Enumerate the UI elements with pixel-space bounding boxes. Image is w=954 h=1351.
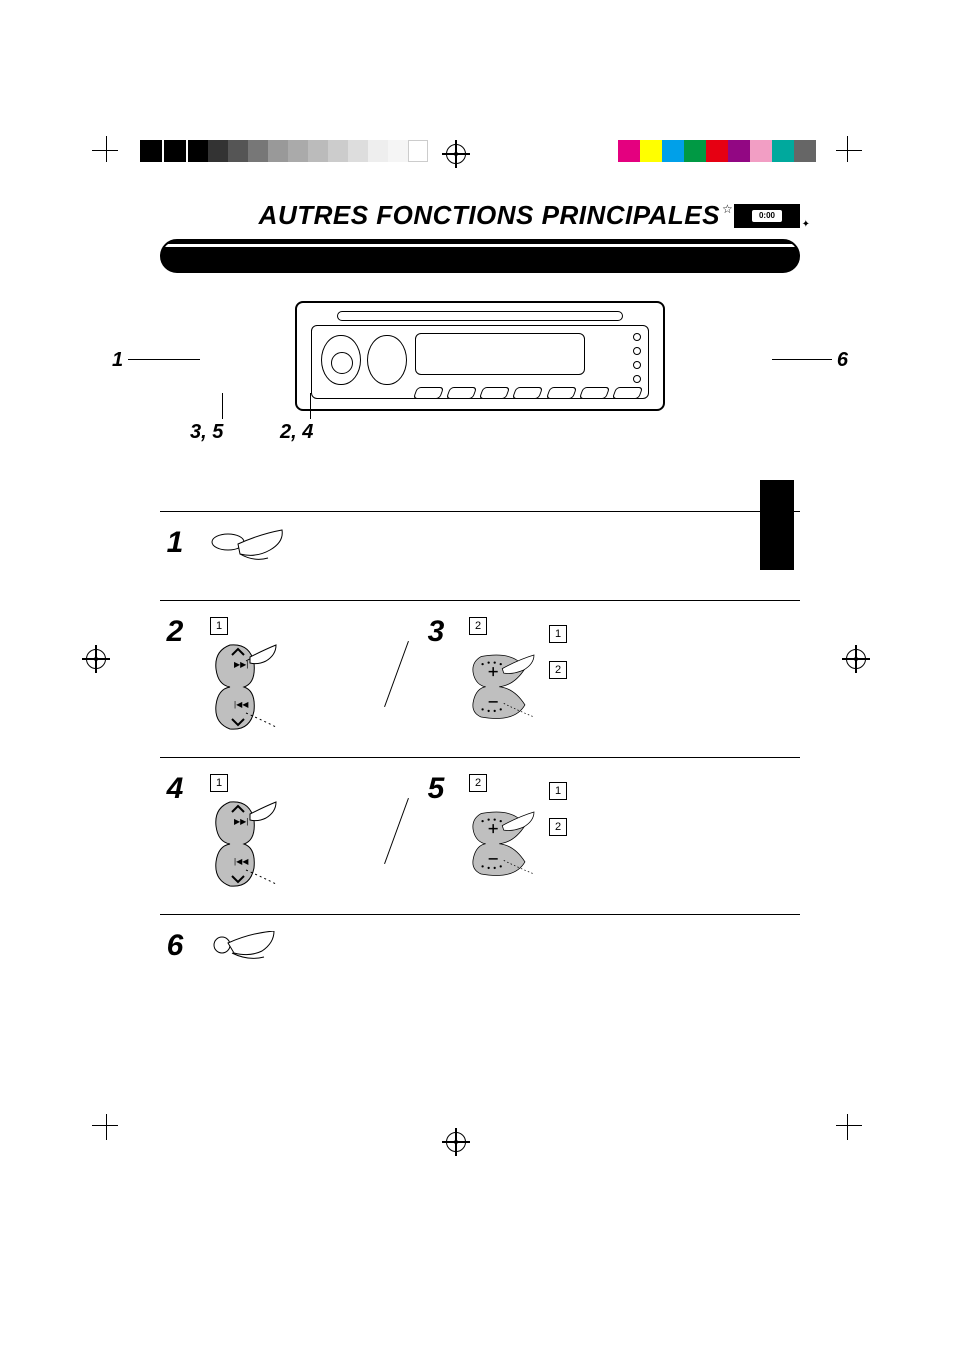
clock-icon: 0:00 <box>734 204 800 228</box>
sublabel-box: 2 <box>469 617 487 635</box>
callout-3-5: 3, 5 <box>190 421 223 444</box>
crop-mark <box>832 1110 862 1140</box>
step-number: 6 <box>160 931 190 961</box>
step-number: 1 <box>160 528 190 558</box>
svg-text:|◀◀: |◀◀ <box>234 857 249 866</box>
callout-1: 1 <box>112 349 123 372</box>
crop-mark <box>92 1110 122 1140</box>
rocker-plus-minus-icon <box>469 641 537 731</box>
svg-text:▶▶|: ▶▶| <box>234 817 248 826</box>
registration-target-bottom <box>442 1128 470 1156</box>
registration-target-right <box>842 645 870 673</box>
step-4-5: 4 1 ▶▶| |◀◀ <box>160 758 800 914</box>
step-number: 4 <box>160 774 190 804</box>
step-number: 5 <box>423 774 449 804</box>
section-banner <box>160 239 800 273</box>
sublabel-box: 2 <box>549 818 567 836</box>
page-title: AUTRES FONCTIONS PRINCIPALES <box>259 200 720 231</box>
color-swatches <box>618 140 816 162</box>
rocker-up-down-icon: ▶▶| |◀◀ <box>210 641 278 731</box>
step-6: 6 <box>160 915 800 997</box>
sublabel-box: 1 <box>210 774 228 792</box>
finger-press-small-icon <box>210 931 280 971</box>
step-1: 1 <box>160 512 800 600</box>
car-stereo-diagram: 1 6 3, 5 2, 4 <box>160 301 800 411</box>
step-number: 2 <box>160 617 190 647</box>
crop-mark <box>832 136 862 166</box>
stereo-faceplate <box>295 301 665 411</box>
finger-press-icon <box>210 528 290 574</box>
sublabel-box: 1 <box>549 782 567 800</box>
step-2-3: 2 1 ▶▶| |◀◀ <box>160 601 800 757</box>
sublabel-box: 1 <box>210 617 228 635</box>
registration-target-left <box>82 645 110 673</box>
crop-mark <box>92 136 122 166</box>
divider-slash <box>384 798 409 864</box>
sublabel-box: 1 <box>549 625 567 643</box>
gray-swatches <box>188 140 428 162</box>
callout-6: 6 <box>837 349 848 372</box>
svg-text:|◀◀: |◀◀ <box>234 700 249 709</box>
step-number: 3 <box>423 617 449 647</box>
printer-registration-bar <box>90 140 864 176</box>
sublabel-box: 2 <box>549 661 567 679</box>
sublabel-box: 2 <box>469 774 487 792</box>
registration-target-top <box>442 140 470 168</box>
callout-2-4: 2, 4 <box>280 421 313 444</box>
rocker-plus-minus-icon <box>469 798 537 888</box>
rocker-up-down-icon: ▶▶| |◀◀ <box>210 798 278 888</box>
black-squares <box>140 140 186 162</box>
divider-slash <box>384 641 409 707</box>
clock-lcd: 0:00 <box>752 210 782 222</box>
